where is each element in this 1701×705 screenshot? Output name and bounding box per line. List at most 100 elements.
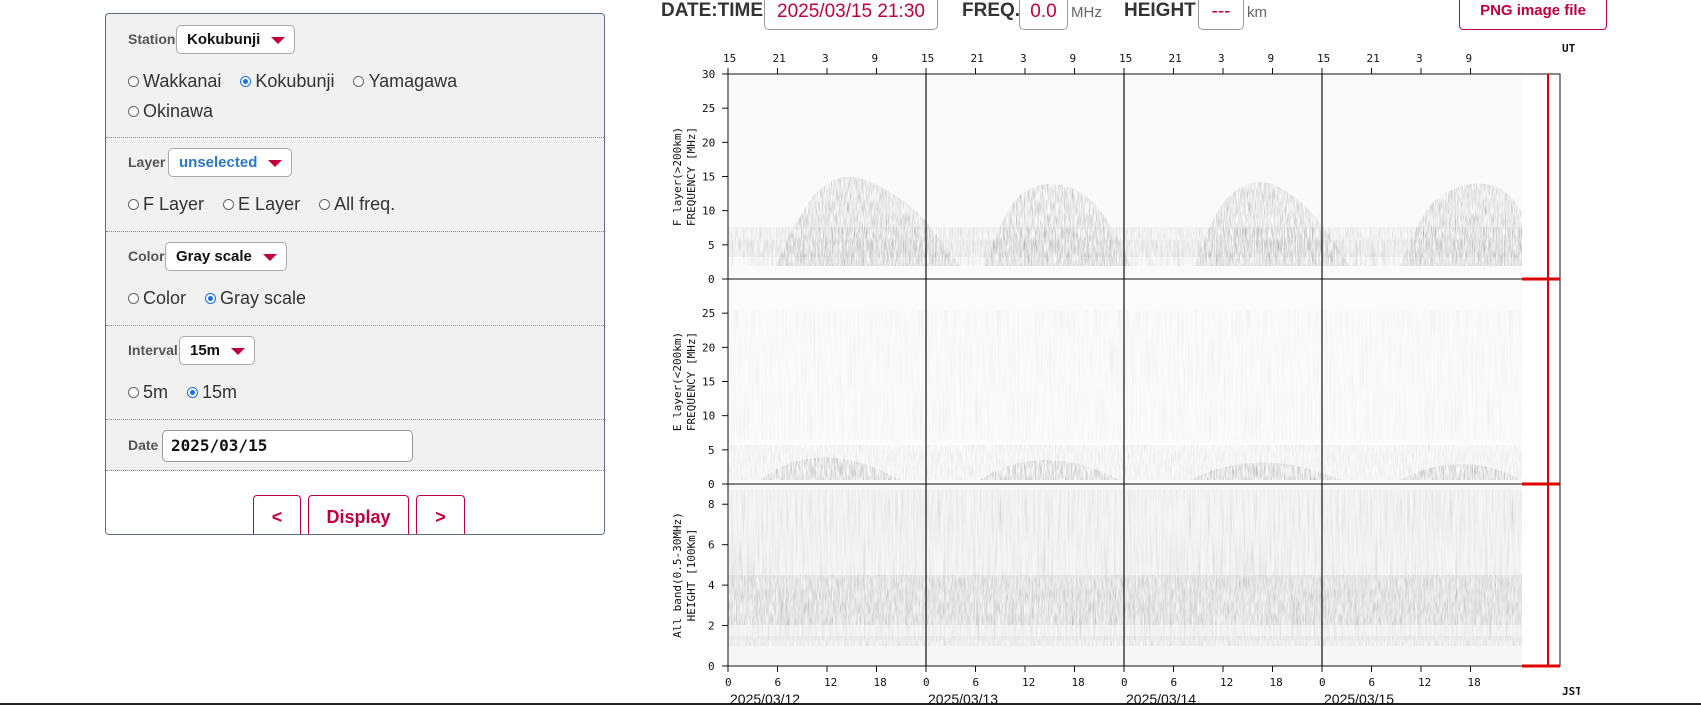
jst-tick-label: 6 — [1369, 676, 1376, 689]
height-field[interactable]: --- — [1198, 0, 1244, 30]
radio-5m[interactable]: 5m — [128, 382, 168, 403]
datetime-field[interactable]: 2025/03/15 21:30 — [764, 0, 938, 30]
panel-frame — [727, 483, 1561, 667]
date-label: Date — [128, 437, 159, 453]
all-band-echoes — [728, 490, 1522, 646]
layer-radio-group: F Layer E Layer All freq. — [128, 194, 409, 215]
freq-unit: MHz — [1071, 4, 1102, 21]
ut-tick-label: 3 — [1020, 52, 1027, 65]
png-image-button[interactable]: PNG image file — [1459, 0, 1607, 30]
color-label: Color — [128, 248, 165, 264]
y-axis-label: FREQUENCY [MHz] — [685, 332, 698, 431]
y-axis-label: FREQUENCY [MHz] — [685, 127, 698, 226]
freq-label: FREQ. — [962, 0, 1021, 21]
ut-tick-label: 15 — [921, 52, 934, 65]
ut-tick-label: 3 — [1416, 52, 1423, 65]
jst-tick-label: 18 — [874, 676, 887, 689]
jst-tick-label: 18 — [1270, 676, 1283, 689]
date-label: 2025/03/13 — [928, 691, 998, 705]
date-label: 2025/03/12 — [730, 691, 800, 705]
radio-kokubunji[interactable]: Kokubunji — [240, 71, 334, 92]
ionogram-svg[interactable]: 15 21 3 9 15 21 3 9 15 21 3 9 15 21 3 9 0 6 12 18 0 6 12 18 0 6 12… — [660, 40, 1580, 705]
ut-tick-label: 21 — [773, 52, 786, 65]
interval-select-value: 15m — [190, 342, 221, 359]
station-select[interactable]: Kokubunji — [176, 25, 296, 54]
display-button[interactable]: Display — [308, 495, 409, 534]
y-tick-label: 10 — [702, 205, 715, 218]
control-panel: Station Kokubunji Wakkanai Kokubunji Yam… — [105, 13, 605, 535]
y-axis-label: All band(0.5-30MHz) — [671, 512, 684, 638]
ut-tick-label: 15 — [1317, 52, 1330, 65]
height-label: HEIGHT — [1124, 0, 1196, 21]
color-select-value: Gray scale — [176, 248, 252, 265]
future-area — [1522, 74, 1560, 666]
layer-section: Layer unselected F Layer E Layer All fre… — [106, 138, 604, 232]
radio-f-layer[interactable]: F Layer — [128, 194, 204, 215]
jst-label: JST — [1562, 685, 1580, 698]
next-button[interactable]: > — [416, 495, 465, 534]
y-tick-label: 6 — [708, 539, 715, 552]
color-select[interactable]: Gray scale — [165, 242, 287, 271]
y-tick-label: 8 — [708, 498, 715, 511]
y-tick-label: 20 — [702, 136, 715, 149]
interval-radio-group: 5m 15m — [128, 382, 251, 403]
date-input[interactable]: 2025/03/15 — [162, 430, 413, 462]
y-tick-label: 30 — [702, 68, 715, 81]
radio-color[interactable]: Color — [128, 288, 186, 309]
jst-tick-label: 0 — [1319, 676, 1326, 689]
y-tick-label: 10 — [702, 410, 715, 423]
y-tick-label: 5 — [708, 239, 715, 252]
interval-select[interactable]: 15m — [179, 336, 256, 365]
radio-15m[interactable]: 15m — [187, 382, 237, 403]
jst-tick-label: 18 — [1072, 676, 1085, 689]
plot-grid — [925, 74, 1323, 666]
ionogram-plot[interactable]: 15 21 3 9 15 21 3 9 15 21 3 9 15 21 3 9 0 6 12 18 0 6 12 18 0 6 12… — [660, 40, 1580, 705]
radio-gray-scale[interactable]: Gray scale — [205, 288, 306, 309]
freq-field[interactable]: 0.0 — [1019, 0, 1068, 30]
chevron-down-icon — [231, 348, 246, 355]
station-radio-group-row2: Okinawa — [128, 101, 227, 122]
y-tick-label: 4 — [708, 579, 715, 592]
ut-tick-label: 21 — [1367, 52, 1380, 65]
prev-button[interactable]: < — [253, 495, 301, 534]
jst-tick-label: 12 — [1022, 676, 1035, 689]
layer-label: Layer — [128, 154, 166, 170]
color-section: Color Gray scale Color Gray scale — [106, 232, 604, 326]
ut-tick-label: 3 — [1218, 52, 1225, 65]
ut-tick-label: 21 — [971, 52, 984, 65]
y-tick-label: 25 — [702, 102, 715, 115]
ut-tick-label: 9 — [1466, 52, 1473, 65]
height-unit: km — [1247, 4, 1267, 21]
ut-tick-label: 3 — [822, 52, 829, 65]
date-label: 2025/03/15 — [1324, 691, 1394, 705]
interval-label: Interval — [128, 342, 178, 358]
radio-all-freq[interactable]: All freq. — [319, 194, 395, 215]
radio-e-layer[interactable]: E Layer — [223, 194, 300, 215]
color-radio-group: Color Gray scale — [128, 288, 320, 309]
y-tick-label: 2 — [708, 620, 715, 633]
y-tick-label: 5 — [708, 444, 715, 457]
y-tick-label: 15 — [702, 171, 715, 184]
jst-tick-label: 6 — [775, 676, 782, 689]
button-row: < Display > — [106, 471, 604, 534]
y-tick-label: 15 — [702, 376, 715, 389]
ut-tick-label: 9 — [1070, 52, 1077, 65]
y-axis-label: F layer(>200km) — [671, 127, 684, 226]
ut-tick-label: 15 — [723, 52, 736, 65]
jst-tick-label: 6 — [1171, 676, 1178, 689]
y-tick-label: 0 — [708, 273, 715, 286]
radio-okinawa[interactable]: Okinawa — [128, 101, 213, 122]
radio-wakkanai[interactable]: Wakkanai — [128, 71, 221, 92]
jst-tick-label: 0 — [1121, 676, 1128, 689]
station-radio-group: Wakkanai Kokubunji Yamagawa — [128, 71, 471, 92]
station-label: Station — [128, 31, 176, 47]
layer-select-value: unselected — [179, 154, 258, 171]
jst-tick-label: 12 — [1418, 676, 1431, 689]
ut-tick-label: 21 — [1169, 52, 1182, 65]
ut-tick-label: 15 — [1119, 52, 1132, 65]
layer-select[interactable]: unselected — [168, 148, 293, 177]
e-layer-echoes — [728, 310, 1522, 480]
radio-yamagawa[interactable]: Yamagawa — [353, 71, 457, 92]
jst-tick-label: 0 — [923, 676, 930, 689]
chevron-down-icon — [268, 160, 283, 167]
